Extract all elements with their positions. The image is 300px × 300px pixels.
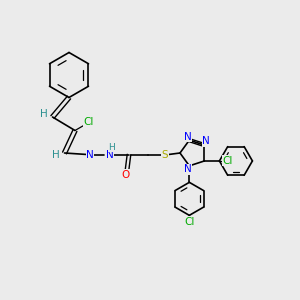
Text: Cl: Cl — [223, 156, 233, 166]
Text: N: N — [202, 136, 210, 146]
Text: Cl: Cl — [83, 116, 94, 127]
Text: H: H — [52, 149, 59, 160]
Text: Cl: Cl — [184, 217, 194, 227]
Text: H: H — [109, 142, 115, 152]
Text: O: O — [122, 169, 130, 180]
Text: N: N — [184, 164, 192, 174]
Text: N: N — [184, 132, 192, 142]
Text: S: S — [162, 149, 168, 160]
Text: N: N — [86, 149, 94, 160]
Text: N: N — [106, 149, 113, 160]
Text: H: H — [40, 109, 48, 119]
